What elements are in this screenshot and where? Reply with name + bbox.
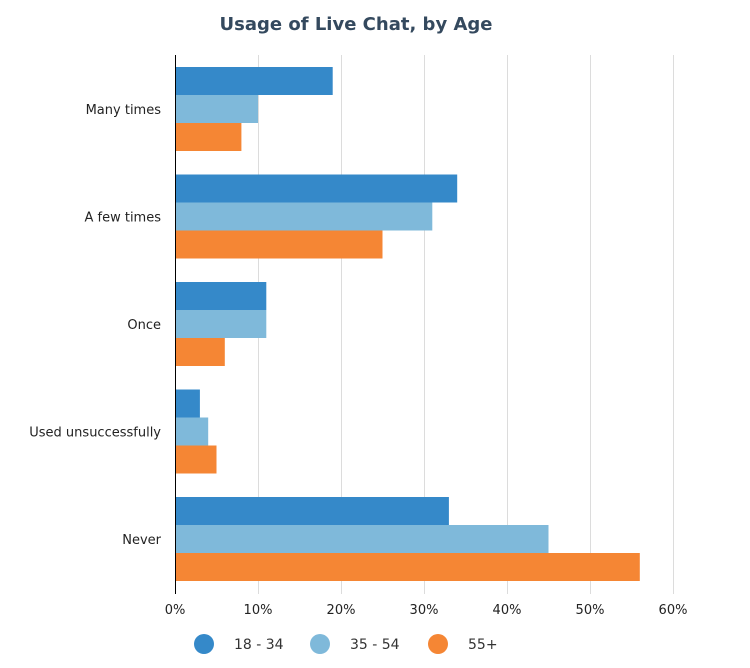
bar-35-54-many-times[interactable] bbox=[175, 95, 258, 123]
x-tick-label: 0% bbox=[165, 603, 186, 618]
category-label: Once bbox=[127, 318, 161, 333]
category-label: Many times bbox=[86, 103, 162, 118]
legend-marker bbox=[310, 634, 330, 654]
legend-marker bbox=[194, 634, 214, 654]
x-tick-label: 40% bbox=[493, 603, 522, 618]
legend-item-55-[interactable]: 55+ bbox=[428, 634, 498, 654]
bar-35-54-a-few-times[interactable] bbox=[175, 202, 433, 231]
x-tick-labels: 0% 10% 20% 30% 40% 50% 60% bbox=[165, 603, 688, 618]
legend-marker bbox=[428, 634, 448, 654]
legend-label: 18 - 34 bbox=[234, 637, 284, 653]
bar-55--never[interactable] bbox=[175, 553, 640, 581]
bar-18-34-used-unsuccessfully[interactable] bbox=[175, 389, 200, 418]
bar-35-54-used-unsuccessfully[interactable] bbox=[175, 417, 209, 446]
category-labels: Many times A few times Once Used unsuccessf… bbox=[29, 103, 161, 548]
bars bbox=[175, 67, 640, 581]
bar-18-34-once[interactable] bbox=[175, 282, 267, 310]
bar-35-54-never[interactable] bbox=[175, 525, 549, 553]
legend-label: 35 - 54 bbox=[350, 637, 400, 653]
x-tick-label: 50% bbox=[576, 603, 605, 618]
legend-item-18-34[interactable]: 18 - 34 bbox=[194, 634, 284, 654]
bar-18-34-a-few-times[interactable] bbox=[175, 174, 458, 203]
category-label: Used unsuccessfully bbox=[29, 426, 161, 441]
x-tick-label: 20% bbox=[327, 603, 356, 618]
legend-label: 55+ bbox=[468, 637, 498, 653]
legend[interactable]: 18 - 34 35 - 54 55+ bbox=[194, 634, 498, 654]
bar-18-34-never[interactable] bbox=[175, 497, 449, 525]
bar-55--many-times[interactable] bbox=[175, 123, 242, 151]
x-tick-label: 30% bbox=[410, 603, 439, 618]
bar-55--used-unsuccessfully[interactable] bbox=[175, 445, 217, 474]
category-label: A few times bbox=[84, 211, 161, 226]
x-tick-label: 60% bbox=[659, 603, 688, 618]
bar-55--a-few-times[interactable] bbox=[175, 230, 383, 259]
x-tick-label: 10% bbox=[244, 603, 273, 618]
bar-18-34-many-times[interactable] bbox=[175, 67, 333, 95]
chart-title: Usage of Live Chat, by Age bbox=[220, 14, 493, 35]
bar-55--once[interactable] bbox=[175, 338, 225, 366]
bar-35-54-once[interactable] bbox=[175, 310, 267, 338]
legend-item-35-54[interactable]: 35 - 54 bbox=[310, 634, 400, 654]
category-label: Never bbox=[122, 533, 161, 548]
